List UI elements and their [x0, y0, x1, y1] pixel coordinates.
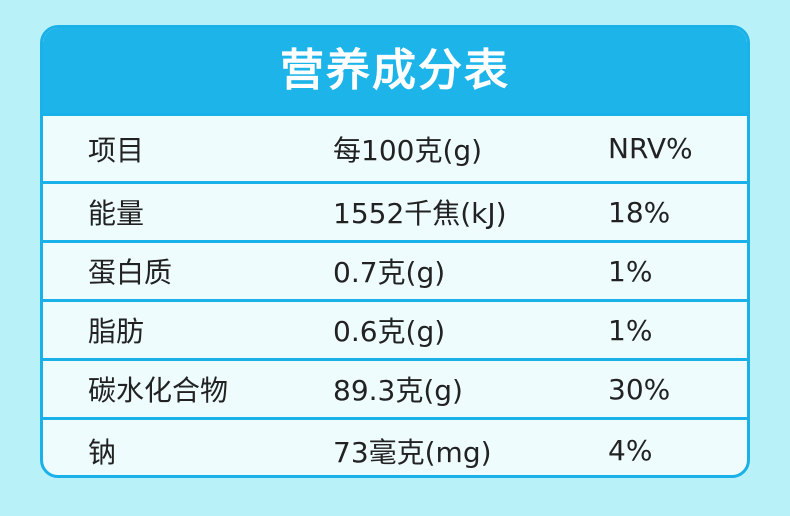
nutrition-card: 营养成分表 项目 每100克(g) NRV% 能量 1552千焦(kJ) 18% 蛋白质 0.… [40, 25, 750, 478]
table-row: 能量 1552千焦(kJ) 18% [43, 181, 747, 240]
table-cell: 1% [608, 313, 653, 347]
table-cell: 73毫克(mg) [333, 435, 492, 469]
table-row: 蛋白质 0.7克(g) 1% [43, 240, 747, 299]
table-cell: 4% [608, 434, 653, 467]
table-cell: 项目 [88, 133, 145, 167]
table-cell: 每100克(g) [333, 133, 483, 167]
table-row: 钠 73毫克(mg) 4% [43, 417, 747, 475]
table-cell: 1% [608, 254, 653, 288]
table-row: 脂肪 0.6克(g) 1% [43, 299, 747, 358]
table-cell: 0.7克(g) [333, 256, 446, 289]
table-cell: 30% [608, 372, 671, 406]
table-cell: 1552千焦(kJ) [333, 197, 507, 230]
table-cell: 89.3克(g) [333, 374, 463, 407]
table-cell: 钠 [88, 435, 117, 469]
header-row: 项目 每100克(g) NRV% [43, 113, 747, 181]
table-cell: 能量 [88, 197, 145, 230]
table-cell: 蛋白质 [88, 256, 173, 289]
table-cell: 碳水化合物 [88, 374, 229, 407]
table-row: 碳水化合物 89.3克(g) 30% [43, 358, 747, 417]
table-cell: 0.6克(g) [333, 315, 446, 348]
table-cell: NRV% [608, 132, 693, 165]
table-body: 项目 每100克(g) NRV% 能量 1552千焦(kJ) 18% 蛋白质 0.7克(g) 1… [43, 113, 747, 475]
table-cell: 脂肪 [88, 315, 145, 348]
table-title: 营养成分表 [43, 28, 747, 113]
table-cell: 18% [608, 195, 671, 229]
